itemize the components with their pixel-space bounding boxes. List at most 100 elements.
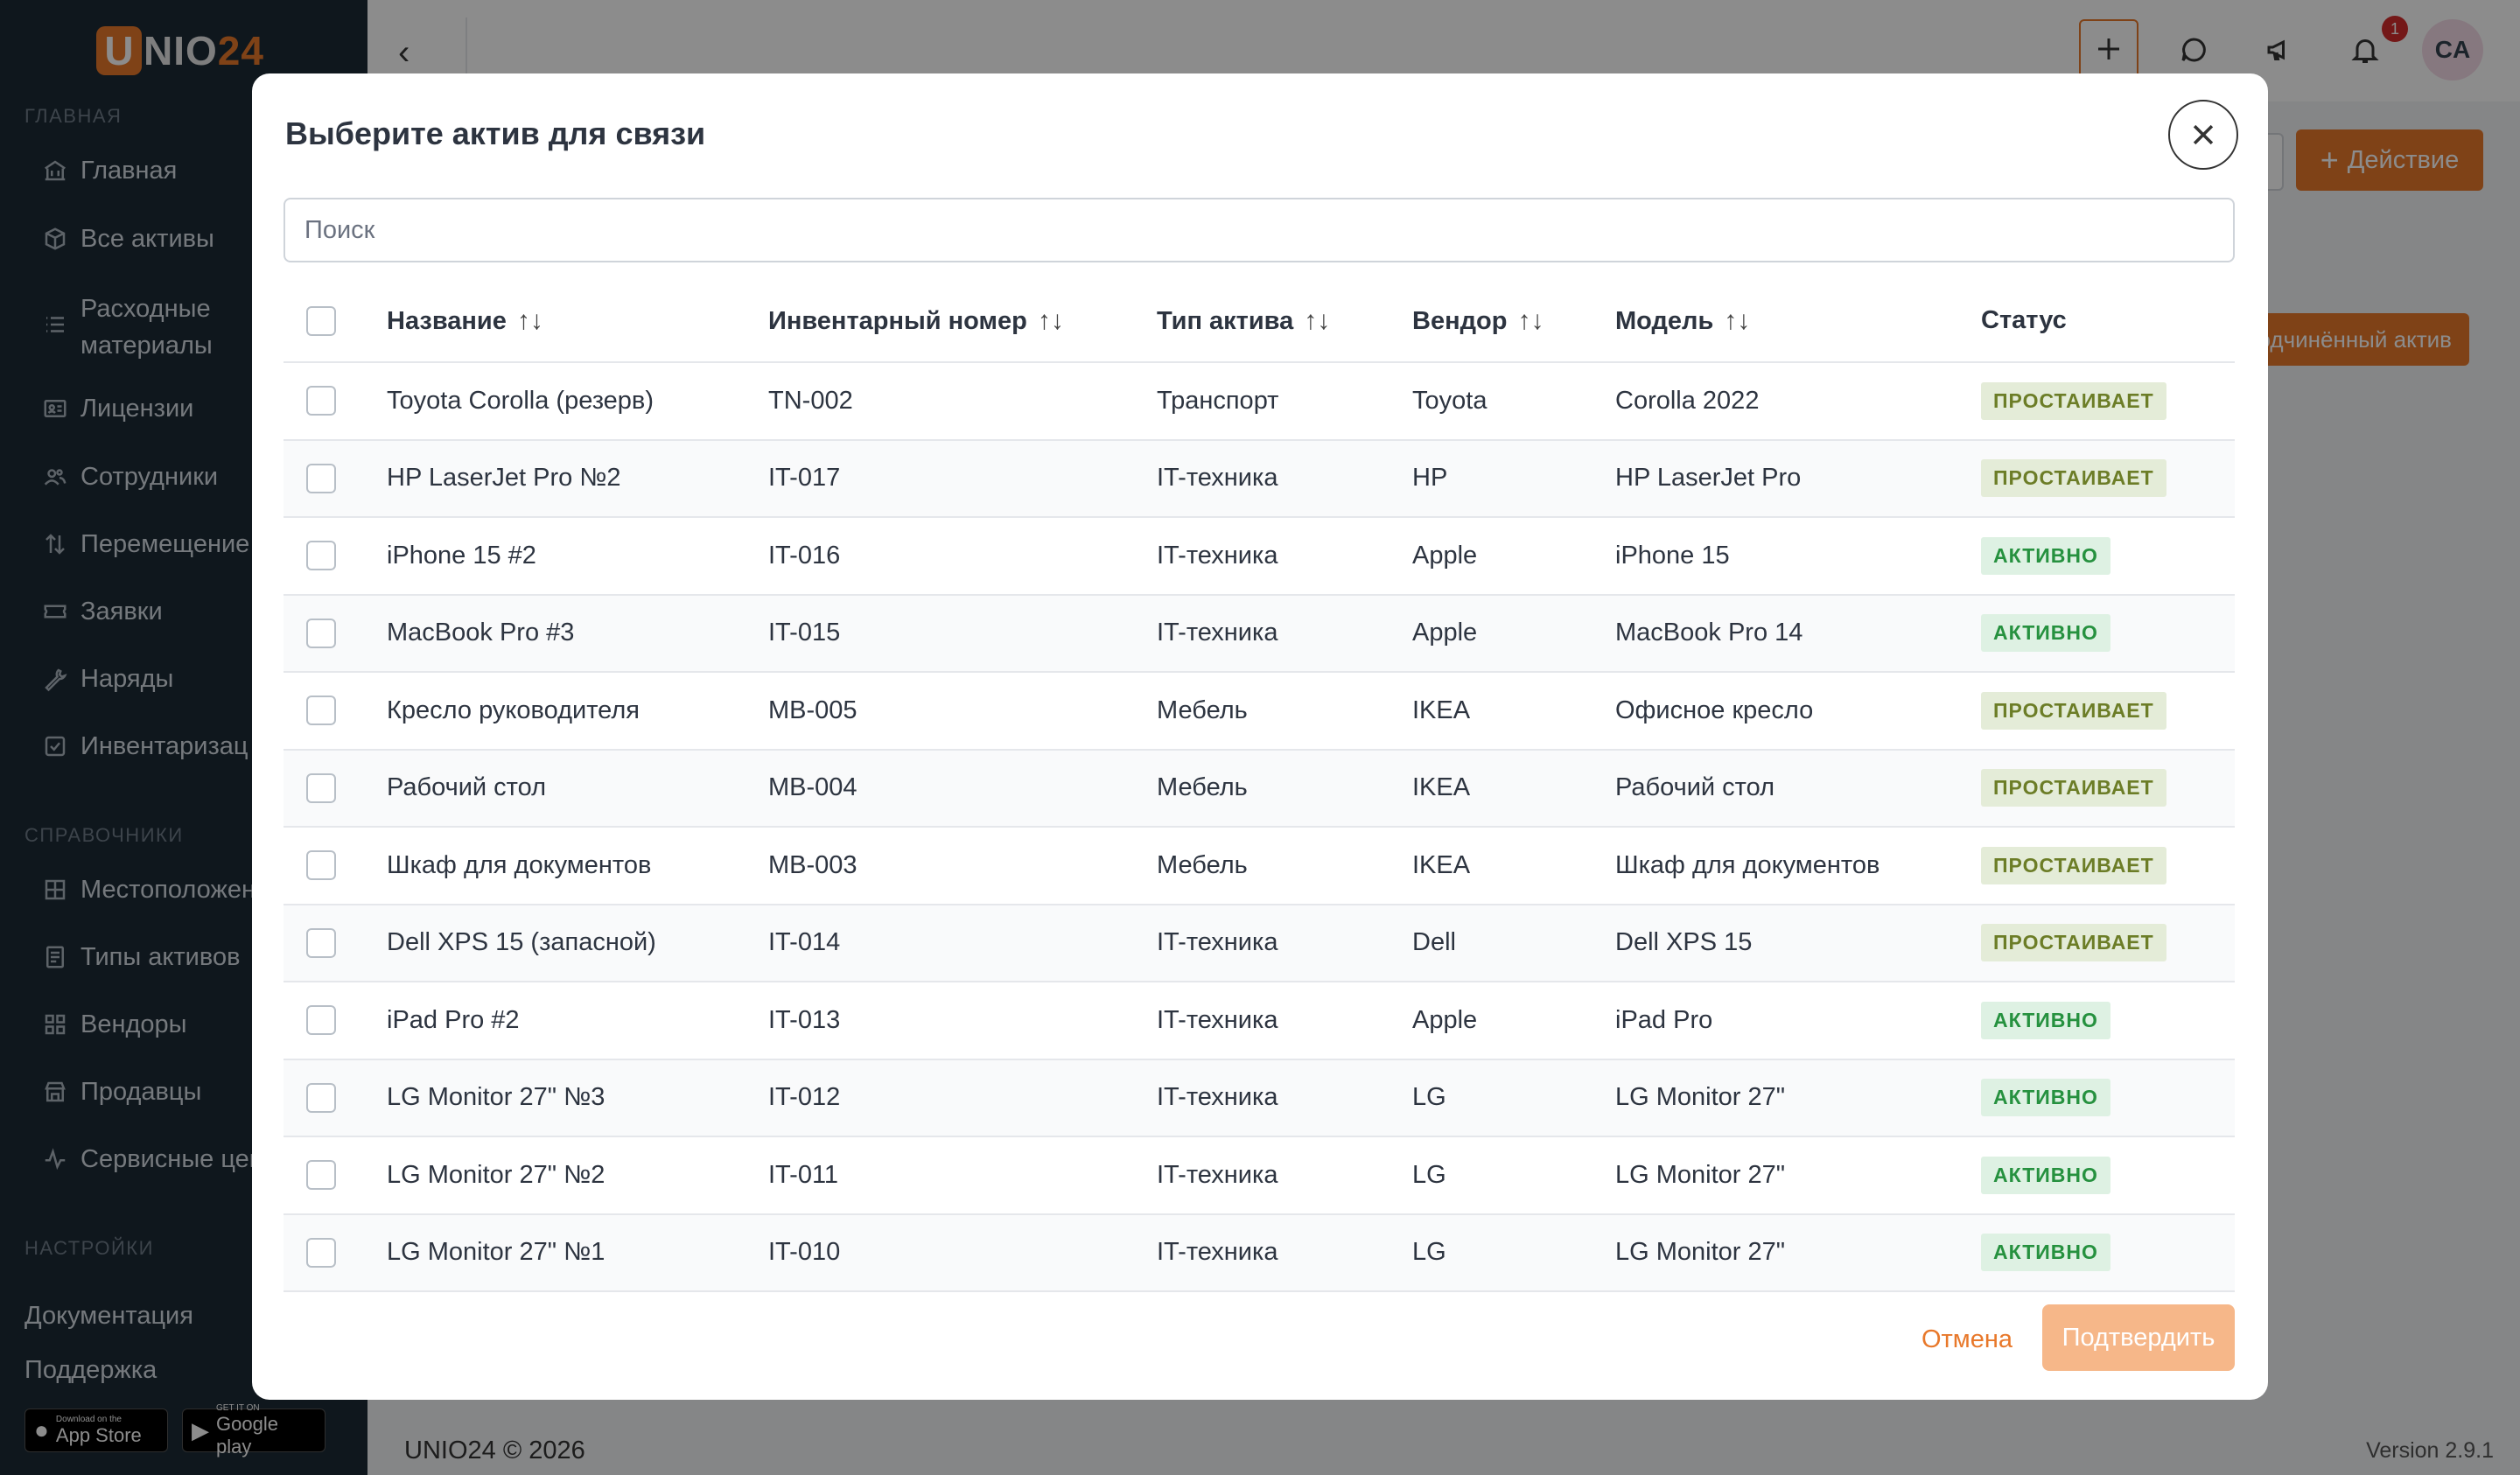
plus-icon — [2098, 38, 2119, 59]
google-play-badge[interactable]: ▶ GET IT ON Google play — [182, 1403, 326, 1458]
table-row[interactable]: iPhone 15 #2 IT-016 IT-техника Apple iPhone … — [284, 517, 2235, 596]
sidebar-item-all-assets[interactable]: Все активы — [40, 224, 214, 254]
cell-model: Dell XPS 15 — [1615, 904, 1981, 982]
table-row[interactable]: Кресло руководителя MB-005 Мебель IKEA Офисн… — [284, 672, 2235, 751]
column-header-inventory[interactable]: Инвентарный номер ↑↓ — [768, 280, 1157, 363]
back-arrow-icon[interactable]: ‹ — [398, 33, 410, 72]
sidebar-item-locations[interactable]: Местоположен — [40, 875, 256, 905]
cell-status: ПРОСТАИВАЕТ — [1981, 439, 2235, 518]
cell-inventory-number: MB-003 — [768, 827, 1157, 905]
sort-icon[interactable]: ↑↓ — [1724, 305, 1751, 335]
row-checkbox[interactable] — [306, 772, 336, 803]
cell-vendor: LG — [1412, 1059, 1615, 1137]
status-badge: АКТИВНО — [1981, 1156, 2110, 1194]
sidebar-item-licenses[interactable]: Лицензии — [40, 394, 193, 423]
support-link[interactable]: Поддержка — [24, 1356, 158, 1384]
plus-icon: + — [2320, 142, 2339, 178]
row-checkbox[interactable] — [306, 386, 336, 416]
table-row[interactable]: LG Monitor 27" №3 IT-012 IT-техника LG LG Mo… — [284, 1059, 2235, 1137]
column-label: Статус — [1981, 306, 2067, 334]
confirm-button[interactable]: Подтвердить — [2042, 1304, 2235, 1371]
cell-name: Кресло руководителя — [387, 672, 768, 751]
row-checkbox[interactable] — [306, 696, 336, 726]
section-title-settings: НАСТРОЙКИ — [24, 1237, 154, 1259]
row-checkbox[interactable] — [306, 541, 336, 571]
cell-status: АКТИВНО — [1981, 1059, 2235, 1137]
cell-model: Шкаф для документов — [1615, 827, 1981, 905]
column-header-name[interactable]: Название ↑↓ — [387, 280, 768, 363]
status-badge: ПРОСТАИВАЕТ — [1981, 459, 2166, 498]
column-header-vendor[interactable]: Вендор ↑↓ — [1412, 280, 1615, 363]
sidebar-item-work-orders[interactable]: Наряды — [40, 664, 173, 694]
row-checkbox[interactable] — [306, 1005, 336, 1036]
sidebar-item-sellers[interactable]: Продавцы — [40, 1077, 201, 1107]
table-row[interactable]: LG Monitor 27" №1 IT-010 IT-техника LG LG Mo… — [284, 1213, 2235, 1292]
close-button[interactable] — [2168, 100, 2238, 170]
table-row[interactable]: HP LaserJet Pro №2 IT-017 IT-техника HP HP L… — [284, 439, 2235, 518]
cell-name: HP LaserJet Pro №2 — [387, 439, 768, 518]
sidebar-item-consumables[interactable]: Расходные материалы — [40, 290, 213, 364]
cell-inventory-number: IT-012 — [768, 1059, 1157, 1137]
column-header-status: Статус — [1981, 280, 2235, 363]
section-title-main: ГЛАВНАЯ — [24, 105, 122, 127]
row-select-cell — [284, 1136, 387, 1215]
app-logo[interactable]: U NIO24 — [96, 26, 264, 75]
table-row[interactable]: Рабочий стол MB-004 Мебель IKEA Рабочий стол… — [284, 749, 2235, 828]
sort-icon[interactable]: ↑↓ — [1037, 305, 1064, 335]
column-header-type[interactable]: Тип актива ↑↓ — [1157, 280, 1412, 363]
column-header-model[interactable]: Модель ↑↓ — [1615, 280, 1981, 363]
logo-mark: U — [96, 26, 142, 75]
select-all-checkbox[interactable] — [306, 305, 336, 336]
row-checkbox[interactable] — [306, 618, 336, 648]
cell-vendor: Toyota — [1412, 362, 1615, 441]
cancel-button[interactable]: Отмена — [1921, 1325, 2013, 1353]
table-row[interactable]: MacBook Pro #3 IT-015 IT-техника Apple MacBo… — [284, 594, 2235, 673]
copyright: UNIO24 © 2026 — [404, 1437, 585, 1465]
sidebar-item-asset-types[interactable]: Типы активов — [40, 942, 240, 972]
documentation-link[interactable]: Документация — [24, 1302, 193, 1330]
cell-name: iPhone 15 #2 — [387, 517, 768, 596]
sub-asset-button[interactable]: одчинённый актив — [2240, 313, 2469, 366]
megaphone-icon[interactable] — [2256, 26, 2303, 73]
row-checkbox[interactable] — [306, 927, 336, 958]
sidebar-item-label: Сервисные цен — [80, 1144, 263, 1173]
row-select-cell — [284, 982, 387, 1060]
sidebar-item-requests[interactable]: Заявки — [40, 597, 163, 626]
status-badge: ПРОСТАИВАЕТ — [1981, 769, 2166, 807]
cell-status: ПРОСТАИВАЕТ — [1981, 672, 2235, 751]
row-checkbox[interactable] — [306, 1237, 336, 1268]
search-input[interactable] — [284, 198, 2235, 262]
table-row[interactable]: Шкаф для документов MB-003 Мебель IKEA Шкаф … — [284, 827, 2235, 905]
cell-asset-type: IT-техника — [1157, 594, 1412, 673]
table-row[interactable]: Dell XPS 15 (запасной) IT-014 IT-техника De… — [284, 904, 2235, 982]
row-checkbox[interactable] — [306, 463, 336, 493]
status-badge: АКТИВНО — [1981, 1001, 2110, 1039]
bell-icon[interactable] — [2342, 26, 2389, 73]
avatar[interactable]: CA — [2422, 19, 2483, 80]
column-label: Название — [387, 306, 507, 335]
chat-icon[interactable] — [2170, 26, 2217, 73]
sidebar-item-vendors[interactable]: Вендоры — [40, 1010, 187, 1039]
grid-icon — [40, 875, 70, 905]
table-row[interactable]: LG Monitor 27" №2 IT-011 IT-техника LG LG Mo… — [284, 1136, 2235, 1215]
row-checkbox[interactable] — [306, 1160, 336, 1191]
sidebar-item-service-centers[interactable]: Сервисные цен — [40, 1144, 263, 1174]
sidebar-item-inventory[interactable]: Инвентаризац — [40, 731, 248, 761]
cell-model: Corolla 2022 — [1615, 362, 1981, 441]
row-checkbox[interactable] — [306, 850, 336, 881]
sidebar-item-transfer[interactable]: Перемещение — [40, 529, 249, 559]
action-button[interactable]: + Действие — [2296, 129, 2483, 191]
sort-icon[interactable]: ↑↓ — [516, 305, 543, 335]
cell-status: ПРОСТАИВАЕТ — [1981, 362, 2235, 441]
sidebar-item-home[interactable]: Главная — [40, 156, 177, 185]
row-checkbox[interactable] — [306, 1082, 336, 1113]
section-title-refs: СПРАВОЧНИКИ — [24, 824, 184, 846]
table-row[interactable]: Toyota Corolla (резерв) TN-002 Транспорт To… — [284, 362, 2235, 441]
cell-vendor: Apple — [1412, 982, 1615, 1060]
table-row[interactable]: iPad Pro #2 IT-013 IT-техника Apple iPad Pro… — [284, 982, 2235, 1060]
sort-icon[interactable]: ↑↓ — [1304, 305, 1331, 335]
cell-model: Офисное кресло — [1615, 672, 1981, 751]
sidebar-item-employees[interactable]: Сотрудники — [40, 462, 218, 492]
app-store-badge[interactable]: ● Download on the App Store — [24, 1409, 168, 1452]
sort-icon[interactable]: ↑↓ — [1517, 305, 1544, 335]
